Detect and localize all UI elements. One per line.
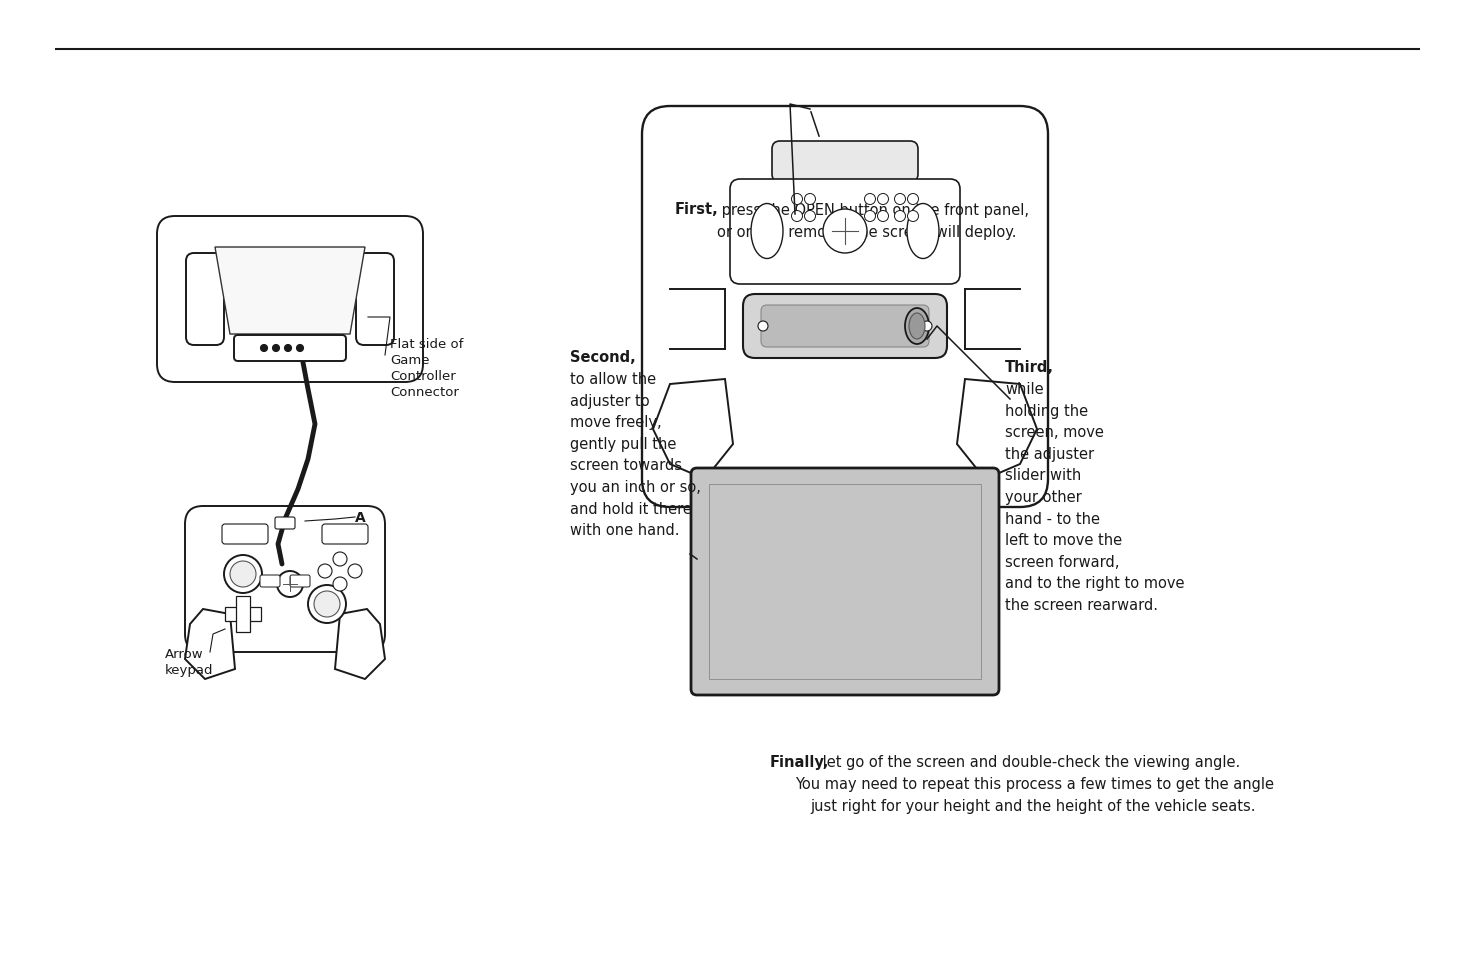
Circle shape bbox=[319, 564, 332, 578]
Circle shape bbox=[878, 212, 888, 222]
Circle shape bbox=[804, 194, 816, 205]
FancyBboxPatch shape bbox=[730, 180, 960, 285]
Text: or on the remote. The screen will deploy.: or on the remote. The screen will deploy… bbox=[717, 224, 1016, 239]
Circle shape bbox=[864, 212, 876, 222]
FancyBboxPatch shape bbox=[642, 107, 1049, 507]
Circle shape bbox=[285, 345, 292, 352]
Circle shape bbox=[792, 194, 802, 205]
Circle shape bbox=[277, 572, 302, 598]
Circle shape bbox=[894, 212, 906, 222]
Ellipse shape bbox=[906, 309, 929, 345]
Circle shape bbox=[823, 210, 867, 253]
Text: while
holding the
screen, move
the adjuster
slider with
your other
hand - to the: while holding the screen, move the adjus… bbox=[1004, 381, 1184, 613]
Circle shape bbox=[261, 345, 267, 352]
FancyBboxPatch shape bbox=[223, 524, 268, 544]
Circle shape bbox=[804, 212, 816, 222]
Polygon shape bbox=[335, 609, 385, 679]
Ellipse shape bbox=[907, 204, 940, 259]
Circle shape bbox=[922, 322, 932, 332]
Text: You may need to repeat this process a few times to get the angle: You may need to repeat this process a fe… bbox=[795, 776, 1274, 791]
Text: A: A bbox=[355, 511, 366, 524]
Text: Finally,: Finally, bbox=[770, 754, 829, 769]
Bar bbox=[670, 290, 701, 350]
Circle shape bbox=[333, 553, 347, 566]
Circle shape bbox=[894, 194, 906, 205]
Polygon shape bbox=[957, 379, 1037, 479]
Circle shape bbox=[758, 322, 768, 332]
Text: Third,: Third, bbox=[1004, 359, 1055, 375]
FancyBboxPatch shape bbox=[690, 469, 999, 696]
Text: Flat side of
Game
Controller
Connector: Flat side of Game Controller Connector bbox=[389, 337, 463, 398]
Bar bbox=[236, 597, 249, 633]
FancyBboxPatch shape bbox=[235, 335, 347, 361]
Text: let go of the screen and double-check the viewing angle.: let go of the screen and double-check th… bbox=[819, 754, 1240, 769]
Circle shape bbox=[296, 345, 304, 352]
FancyBboxPatch shape bbox=[322, 524, 367, 544]
FancyBboxPatch shape bbox=[186, 253, 224, 346]
Circle shape bbox=[348, 564, 361, 578]
FancyBboxPatch shape bbox=[355, 253, 394, 346]
FancyBboxPatch shape bbox=[156, 216, 423, 382]
Circle shape bbox=[273, 345, 279, 352]
Ellipse shape bbox=[751, 204, 783, 259]
FancyBboxPatch shape bbox=[743, 294, 947, 358]
FancyBboxPatch shape bbox=[260, 576, 280, 587]
FancyBboxPatch shape bbox=[771, 142, 917, 183]
Circle shape bbox=[907, 212, 919, 222]
Bar bbox=[990, 290, 1021, 350]
FancyBboxPatch shape bbox=[291, 576, 310, 587]
Circle shape bbox=[864, 194, 876, 205]
FancyBboxPatch shape bbox=[761, 306, 929, 348]
Polygon shape bbox=[184, 609, 235, 679]
Circle shape bbox=[907, 194, 919, 205]
FancyBboxPatch shape bbox=[274, 517, 295, 530]
Circle shape bbox=[333, 578, 347, 592]
Text: press the OPEN button on the front panel,: press the OPEN button on the front panel… bbox=[717, 202, 1030, 217]
Bar bbox=[709, 484, 981, 679]
Text: Second,: Second, bbox=[569, 350, 636, 365]
Text: to allow the
adjuster to
move freely,
gently pull the
screen towards
you an inch: to allow the adjuster to move freely, ge… bbox=[569, 372, 701, 537]
FancyBboxPatch shape bbox=[184, 506, 385, 652]
Text: Arrow
keypad: Arrow keypad bbox=[165, 647, 214, 677]
Circle shape bbox=[308, 585, 347, 623]
Ellipse shape bbox=[909, 314, 925, 339]
Polygon shape bbox=[653, 379, 733, 479]
Circle shape bbox=[878, 194, 888, 205]
Circle shape bbox=[224, 556, 263, 594]
Circle shape bbox=[792, 212, 802, 222]
Circle shape bbox=[314, 592, 341, 618]
Text: just right for your height and the height of the vehicle seats.: just right for your height and the heigh… bbox=[810, 799, 1255, 813]
Text: First,: First, bbox=[676, 202, 718, 217]
Polygon shape bbox=[215, 248, 364, 335]
Circle shape bbox=[230, 561, 257, 587]
Bar bbox=[226, 607, 261, 621]
